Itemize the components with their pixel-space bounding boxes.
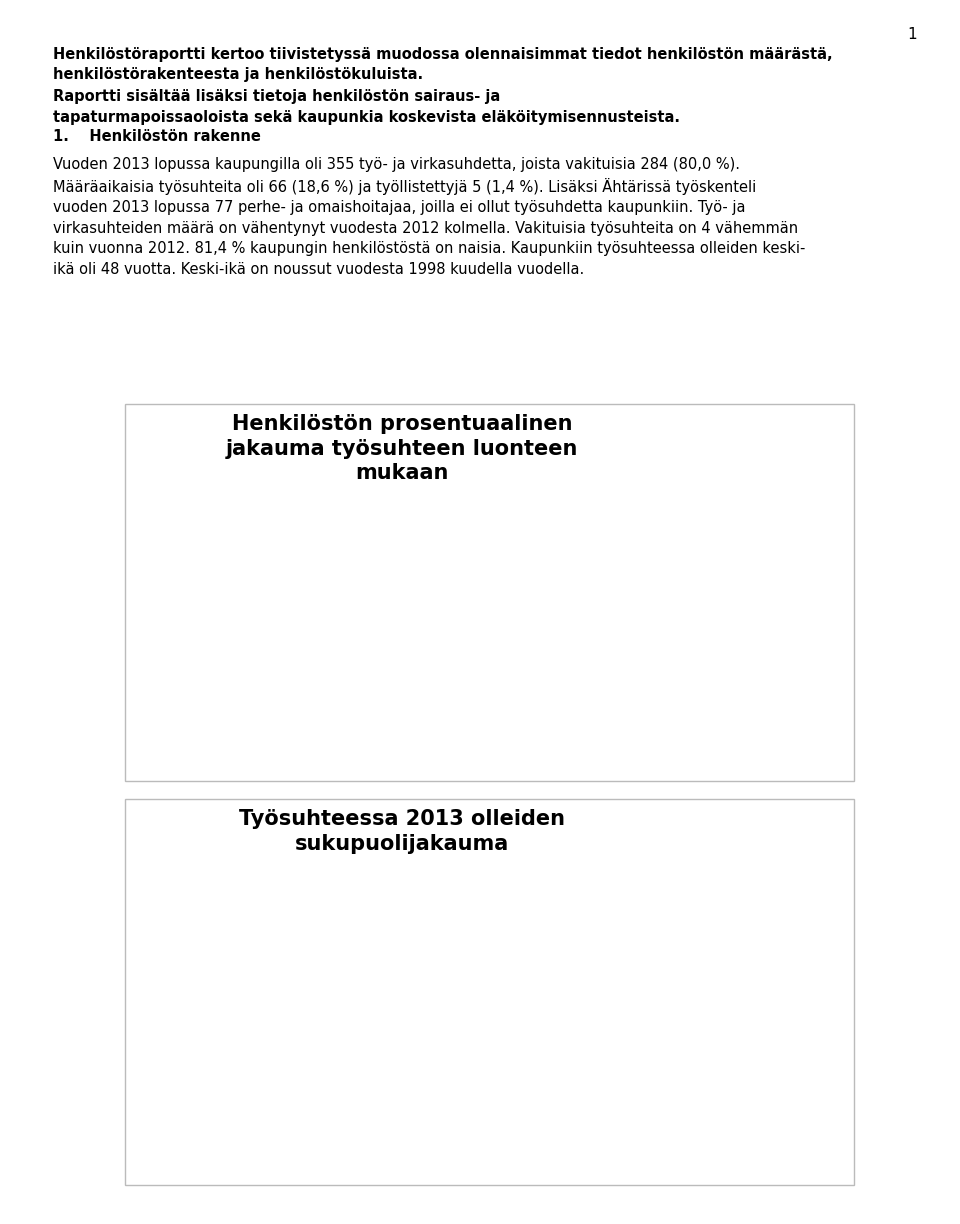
Legend: Vakinaiset 284, Määräaikaiset 66, Työllistetyt 5: Vakinaiset 284, Määräaikaiset 66, Työlli… <box>481 613 655 706</box>
Text: 19 %: 19 % <box>272 611 310 625</box>
Text: Työsuhteessa 2013 olleiden
sukupuolijakauma: Työsuhteessa 2013 olleiden sukupuolijaka… <box>239 809 565 854</box>
Text: 1: 1 <box>907 27 917 42</box>
Text: 1.    Henkilöstön rakenne: 1. Henkilöstön rakenne <box>53 129 261 143</box>
Wedge shape <box>246 553 336 649</box>
Wedge shape <box>336 935 434 1040</box>
Legend: Miehet 66, Naiset 289: Miehet 66, Naiset 289 <box>496 1013 621 1080</box>
Text: 80 %: 80 % <box>334 652 372 667</box>
Text: 19 %: 19 % <box>346 979 385 994</box>
Wedge shape <box>330 553 336 649</box>
Wedge shape <box>242 553 430 743</box>
Text: Henkilöstön prosentuaalinen
jakauma työsuhteen luonteen
mukaan: Henkilöstön prosentuaalinen jakauma työs… <box>226 414 578 483</box>
Text: 81 %: 81 % <box>300 1053 340 1067</box>
Wedge shape <box>230 935 442 1146</box>
Text: Henkilöstöraportti kertoo tiivistetyssä muodossa olennaisimmat tiedot henkilöstö: Henkilöstöraportti kertoo tiivistetyssä … <box>53 47 832 82</box>
Text: 1 %: 1 % <box>329 577 358 591</box>
Text: Raportti sisältää lisäksi tietoja henkilöstön sairaus- ja
tapaturmapoissaoloista: Raportti sisältää lisäksi tietoja henkil… <box>53 89 680 125</box>
Text: Vuoden 2013 lopussa kaupungilla oli 355 työ- ja virkasuhdetta, joista vakituisia: Vuoden 2013 lopussa kaupungilla oli 355 … <box>53 157 805 277</box>
